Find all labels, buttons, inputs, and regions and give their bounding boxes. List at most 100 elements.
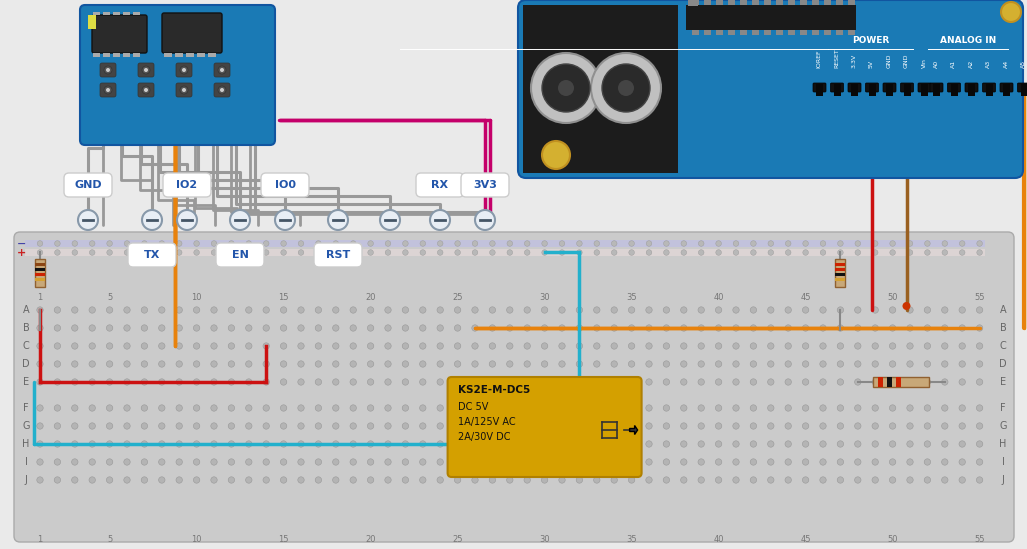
Circle shape	[471, 405, 479, 411]
Circle shape	[454, 423, 461, 429]
Circle shape	[403, 307, 409, 313]
Circle shape	[889, 405, 896, 411]
FancyBboxPatch shape	[261, 173, 309, 197]
Circle shape	[37, 361, 43, 367]
Circle shape	[176, 379, 183, 385]
Circle shape	[194, 250, 199, 255]
Text: D: D	[999, 359, 1006, 369]
Circle shape	[72, 477, 78, 483]
Text: A0: A0	[934, 60, 939, 68]
Circle shape	[420, 379, 426, 385]
Circle shape	[977, 459, 983, 465]
Circle shape	[72, 423, 78, 429]
Circle shape	[489, 325, 496, 331]
Circle shape	[907, 361, 913, 367]
Circle shape	[385, 459, 391, 465]
Circle shape	[228, 343, 234, 349]
Circle shape	[37, 307, 43, 313]
Bar	[1021, 84, 1027, 96]
Circle shape	[141, 405, 148, 411]
Circle shape	[471, 477, 479, 483]
Circle shape	[663, 307, 670, 313]
Circle shape	[542, 250, 547, 255]
Circle shape	[144, 88, 148, 92]
Circle shape	[681, 423, 687, 429]
Circle shape	[454, 405, 461, 411]
Circle shape	[298, 343, 304, 349]
Circle shape	[750, 361, 757, 367]
Text: B: B	[999, 323, 1006, 333]
Circle shape	[368, 240, 374, 247]
Bar	[35, 259, 45, 287]
Circle shape	[767, 307, 774, 313]
Circle shape	[158, 423, 165, 429]
Circle shape	[193, 405, 200, 411]
Circle shape	[576, 379, 582, 385]
FancyBboxPatch shape	[461, 173, 509, 197]
Circle shape	[576, 477, 582, 483]
Circle shape	[438, 423, 444, 429]
Circle shape	[506, 459, 514, 465]
Circle shape	[403, 441, 409, 447]
Circle shape	[141, 423, 148, 429]
Text: H: H	[999, 439, 1006, 449]
Circle shape	[176, 441, 183, 447]
Text: I: I	[25, 457, 28, 467]
Text: 50: 50	[887, 293, 898, 301]
Circle shape	[750, 325, 757, 331]
Circle shape	[124, 423, 130, 429]
Circle shape	[942, 307, 948, 313]
Bar	[88, 15, 96, 29]
Circle shape	[924, 307, 930, 313]
Circle shape	[141, 343, 148, 349]
Circle shape	[889, 441, 896, 447]
Circle shape	[177, 210, 197, 230]
Circle shape	[54, 325, 61, 331]
Circle shape	[767, 379, 774, 385]
Circle shape	[142, 66, 150, 74]
Circle shape	[506, 423, 514, 429]
Circle shape	[72, 325, 78, 331]
Circle shape	[837, 423, 843, 429]
Circle shape	[820, 405, 826, 411]
Circle shape	[89, 405, 96, 411]
Circle shape	[872, 240, 878, 247]
Circle shape	[646, 343, 652, 349]
Circle shape	[611, 379, 617, 385]
Text: +: +	[17, 248, 27, 257]
Bar	[123, 12, 130, 15]
Circle shape	[228, 477, 234, 483]
Circle shape	[298, 240, 304, 247]
Text: RESET: RESET	[834, 48, 839, 68]
Text: I: I	[1001, 457, 1004, 467]
Circle shape	[454, 307, 461, 313]
Text: A: A	[23, 305, 30, 315]
Bar	[834, 84, 840, 96]
FancyBboxPatch shape	[100, 63, 116, 77]
Circle shape	[438, 250, 443, 255]
Text: 30: 30	[539, 535, 549, 545]
Circle shape	[106, 68, 110, 72]
Circle shape	[542, 64, 589, 112]
Circle shape	[72, 250, 78, 255]
Bar	[686, 5, 855, 30]
Circle shape	[681, 240, 687, 247]
Circle shape	[489, 441, 496, 447]
Circle shape	[211, 423, 217, 429]
Circle shape	[681, 379, 687, 385]
Circle shape	[315, 240, 321, 247]
Circle shape	[698, 240, 703, 247]
Bar	[848, 0, 855, 5]
Circle shape	[54, 307, 61, 313]
Circle shape	[403, 240, 408, 247]
Circle shape	[350, 361, 356, 367]
Circle shape	[977, 250, 983, 255]
Circle shape	[228, 405, 234, 411]
Circle shape	[368, 361, 374, 367]
Circle shape	[872, 477, 878, 483]
Circle shape	[182, 68, 186, 72]
Text: 2A/30V DC: 2A/30V DC	[458, 432, 510, 442]
Circle shape	[525, 250, 530, 255]
Circle shape	[629, 250, 635, 255]
FancyBboxPatch shape	[138, 83, 154, 97]
